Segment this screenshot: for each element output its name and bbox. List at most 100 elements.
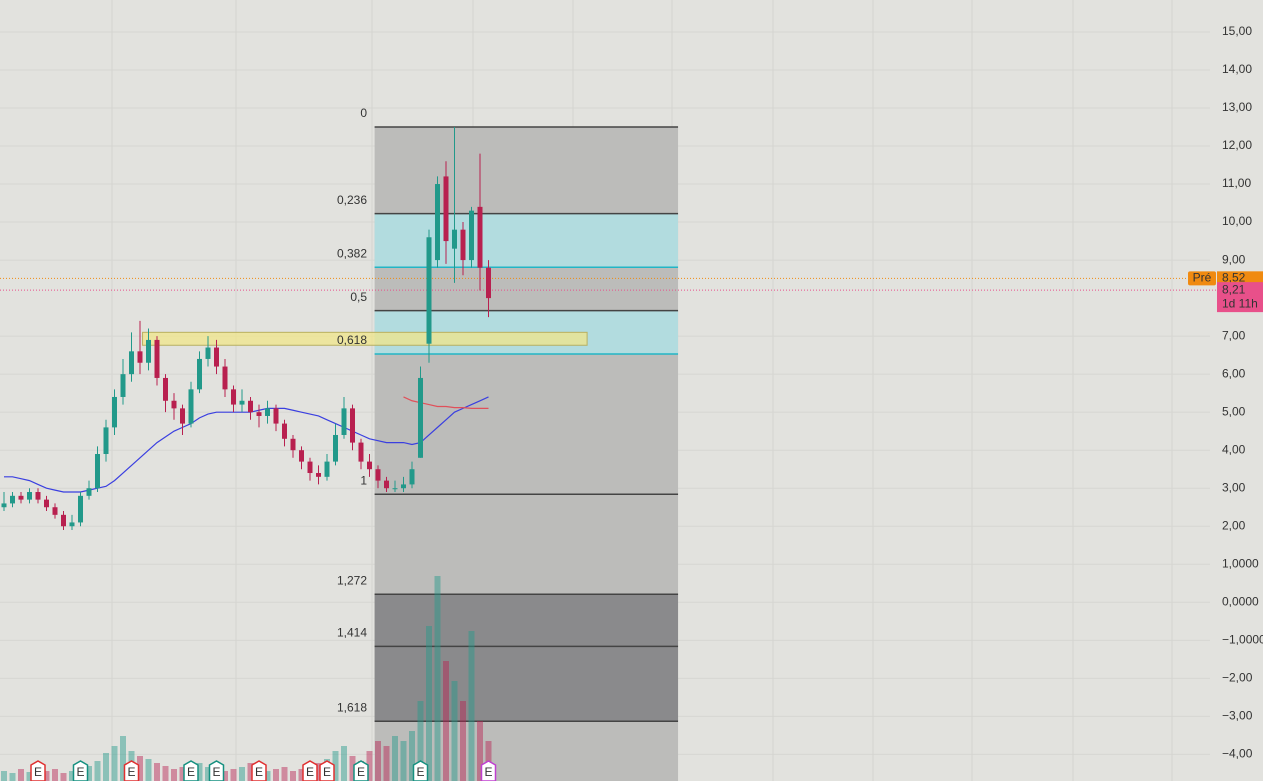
volume-bar (460, 701, 466, 781)
candle-body (418, 377, 423, 458)
volume-bar (196, 763, 203, 781)
volume-bar (281, 767, 288, 781)
volume-bar (392, 736, 398, 781)
candle-body (103, 427, 109, 454)
candle-body (188, 389, 194, 424)
y-tick-label: 10,00 (1222, 214, 1252, 228)
volume-bar (1, 771, 7, 781)
volume-bar (111, 746, 118, 781)
candle-body (120, 374, 126, 397)
volume-bar (315, 763, 322, 781)
earnings-label: E (416, 765, 424, 779)
earnings-marker (208, 760, 225, 781)
volume-bar (239, 767, 245, 781)
candle-body (333, 434, 338, 462)
candle-body (324, 461, 330, 477)
badge-price-text: 8,52 (1222, 271, 1246, 285)
y-tick-label: 5,00 (1222, 404, 1246, 418)
volume-bar (60, 773, 67, 781)
volume-bar (451, 681, 458, 781)
candle-body (95, 453, 100, 489)
candle-body (214, 347, 219, 367)
candle-body (401, 484, 406, 489)
y-tick-label: 11,00 (1222, 176, 1251, 190)
volume-bar (341, 746, 347, 781)
candle-body (10, 495, 15, 504)
candle-body (69, 522, 75, 527)
volume-bar (103, 753, 109, 781)
candle-body (273, 408, 279, 424)
candle-body (52, 507, 58, 515)
y-tick-label: −4,00 (1222, 747, 1253, 761)
volume-bar (222, 771, 228, 781)
volume-bar (18, 769, 24, 781)
volume-bar (86, 766, 92, 781)
candle-body (248, 400, 253, 413)
y-tick-label: 2,00 (1222, 518, 1246, 532)
volume-bar (137, 756, 143, 781)
candle-body (163, 377, 168, 401)
candle-body (205, 347, 211, 359)
badge-tag (1188, 271, 1216, 286)
volume-bar (468, 631, 475, 781)
candle-body (222, 366, 228, 390)
volume-bar (94, 761, 101, 781)
volume-bar (162, 766, 169, 781)
volume-bar (9, 773, 16, 781)
volume-bar (443, 661, 449, 781)
badge-close (1217, 282, 1263, 313)
candle-body (231, 389, 236, 405)
volume-bar (383, 746, 390, 781)
earnings-marker (319, 760, 335, 781)
y-tick-label: 7,00 (1222, 328, 1246, 342)
y-tick-label: −2,00 (1222, 671, 1253, 685)
fib-label: 1 (360, 473, 367, 487)
zone (142, 331, 588, 346)
earnings-marker (302, 760, 318, 781)
volume-bar (154, 763, 160, 781)
badge-tag-text: Pré (1193, 271, 1212, 285)
candle-body (129, 351, 134, 375)
y-tick-label: −1,0000 (1222, 632, 1263, 646)
volume-bar (120, 736, 126, 781)
fib-label: 1,414 (337, 626, 367, 640)
fib-zone (374, 213, 679, 268)
candle-body (61, 514, 66, 527)
candle-body (443, 176, 449, 242)
volume-bar (52, 769, 58, 781)
volume-bar (171, 769, 177, 781)
candle-body (171, 400, 177, 409)
earnings-label: E (255, 765, 263, 779)
fib-label: 1,272 (337, 573, 367, 587)
badge-price (1217, 271, 1263, 286)
volume-bar (409, 731, 415, 781)
earnings-marker (72, 760, 89, 781)
candle-body (375, 469, 381, 481)
y-tick-label: −3,00 (1222, 709, 1253, 723)
candle-body (197, 358, 202, 390)
candle-body (1, 503, 7, 508)
candle-body (341, 408, 347, 435)
candle-body (282, 423, 287, 439)
volume-bar (273, 769, 279, 781)
y-tick-label: 14,00 (1222, 62, 1252, 76)
candle-body (435, 184, 440, 261)
earnings-marker (251, 760, 267, 781)
earnings-label: E (323, 765, 331, 779)
candle-body (316, 473, 321, 477)
y-tick-label: 15,00 (1222, 24, 1252, 38)
badge-countdown: 1d 11h (1222, 296, 1258, 310)
volume-bar (400, 741, 407, 781)
volume-bar (417, 701, 424, 781)
candle-body (358, 442, 364, 462)
earnings-marker (30, 760, 46, 781)
volume-bar (43, 771, 50, 781)
candle-body (44, 499, 49, 508)
candle-body (477, 206, 483, 268)
fib-zone (374, 594, 679, 722)
candle-body (350, 408, 355, 443)
volume-bar (366, 751, 373, 781)
y-tick-label: 0,0000 (1222, 594, 1259, 608)
